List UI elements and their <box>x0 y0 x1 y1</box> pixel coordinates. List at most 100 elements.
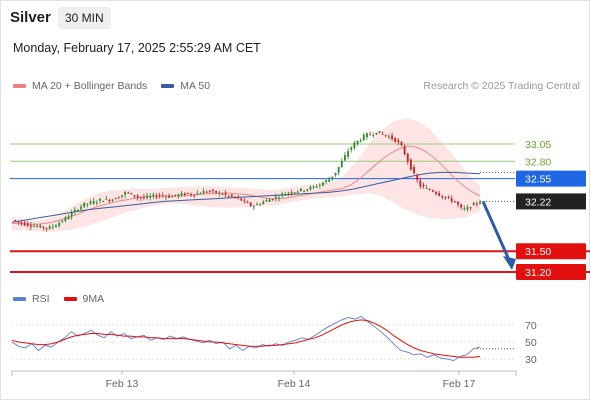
candle-body <box>475 203 478 205</box>
candle-body <box>293 192 296 194</box>
last-price-label: 32.22 <box>525 196 551 208</box>
candle-body <box>419 180 422 187</box>
candle-body <box>344 155 346 161</box>
candle-body <box>300 188 302 191</box>
candle-body <box>322 182 324 186</box>
candle-body <box>435 191 437 194</box>
candle-body <box>425 188 428 190</box>
candle-body <box>365 133 368 138</box>
candle-body <box>180 192 183 196</box>
ma50-line <box>11 171 481 223</box>
candle-body <box>265 200 268 202</box>
price-tags: 33.05 32.80 32.55 31.50 31.20 32.22 <box>480 139 586 280</box>
level-label-32.80: 32.80 <box>525 156 551 168</box>
candle-body <box>372 135 375 137</box>
candle-body <box>422 184 425 187</box>
candle-body <box>83 202 86 207</box>
candle-body <box>378 131 381 134</box>
rsi-tick-label: 70 <box>525 320 537 332</box>
projection-arrow-shaft <box>481 200 512 263</box>
ma50-legend-label: MA 50 <box>180 80 211 92</box>
time-axis: Feb 13 Feb 14 Feb 17 <box>11 370 517 390</box>
candle-body <box>89 201 92 204</box>
candle-body <box>287 192 290 194</box>
candle-body <box>262 201 265 204</box>
rsi-panel: 70 50 30 <box>11 315 537 366</box>
candle-body <box>64 217 67 221</box>
candle-body <box>164 196 167 198</box>
candle-body <box>469 207 472 209</box>
candle-body <box>268 199 271 202</box>
candle-body <box>249 202 252 207</box>
rsi-ma-line <box>11 319 481 358</box>
candle-body <box>45 227 48 229</box>
candle-body <box>14 220 17 222</box>
candle-body <box>171 196 174 198</box>
candle-body <box>190 194 192 196</box>
ma50-swatch <box>161 84 175 88</box>
candle-body <box>309 186 312 190</box>
projection <box>481 200 516 270</box>
level-label-31.20: 31.20 <box>525 267 551 279</box>
candle-body <box>29 225 32 227</box>
candle-body <box>334 172 337 176</box>
candle-body <box>124 192 127 195</box>
candle-body <box>359 140 362 142</box>
price-levels <box>10 143 590 273</box>
candle-body <box>394 137 397 142</box>
main-legend: MA 20 + Bollinger Bands MA 50 <box>13 80 210 92</box>
candle-body <box>77 210 79 212</box>
candle-body <box>406 153 409 162</box>
timeframe-selector[interactable]: 30 MIN <box>58 7 111 29</box>
candle-body <box>230 194 233 197</box>
candle-body <box>95 202 98 204</box>
candle-body <box>215 190 218 193</box>
candle-body <box>387 136 390 138</box>
candle-body <box>33 226 35 228</box>
x-tick-label: Feb 13 <box>106 378 139 390</box>
projection-arrow-head <box>503 256 516 270</box>
candle-body <box>472 202 475 206</box>
candle-body <box>61 221 64 223</box>
candle-body <box>303 190 306 192</box>
candle-body <box>42 226 45 228</box>
candlesticks <box>14 131 481 232</box>
candle-body <box>237 196 240 198</box>
candle-body <box>26 223 29 226</box>
ma9-legend-label: 9MA <box>82 293 105 305</box>
candle-body <box>409 159 412 170</box>
ma9-swatch <box>63 297 77 301</box>
candle-body <box>400 141 403 146</box>
candle-body <box>397 140 400 143</box>
candle-body <box>325 180 328 182</box>
candle-body <box>120 195 123 197</box>
candle-body <box>174 194 177 196</box>
level-label-32.55: 32.55 <box>525 174 551 186</box>
candle-body <box>136 195 139 198</box>
bollinger-bands <box>12 118 480 232</box>
candle-body <box>142 197 145 199</box>
candle-body <box>149 195 152 198</box>
candle-body <box>375 132 378 135</box>
candle-body <box>73 209 76 213</box>
candle-body <box>51 226 54 228</box>
candle-body <box>92 200 95 204</box>
candle-body <box>350 147 353 150</box>
candle-body <box>186 192 189 194</box>
candle-body <box>347 151 350 157</box>
candle-body <box>340 160 343 168</box>
candle-body <box>246 202 249 204</box>
candle-body <box>240 198 243 201</box>
candle-body <box>457 201 459 205</box>
candle-body <box>168 195 170 198</box>
candle-body <box>428 189 431 191</box>
candle-body <box>463 208 466 210</box>
candle-body <box>127 192 130 194</box>
candle-body <box>438 193 441 196</box>
level-tag-32.55 <box>516 170 586 187</box>
candle-body <box>205 191 208 193</box>
candle-body <box>328 179 331 182</box>
candle-body <box>39 225 42 228</box>
candle-body <box>391 135 393 139</box>
